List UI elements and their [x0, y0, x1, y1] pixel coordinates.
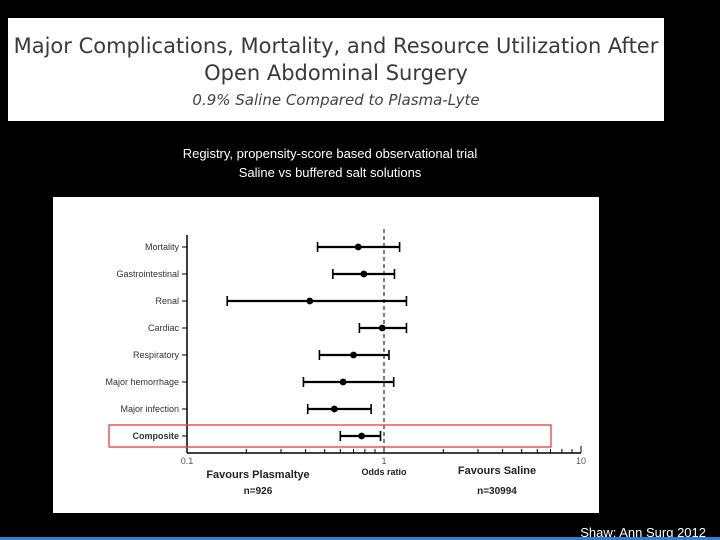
point-estimate: [354, 243, 362, 251]
favours-saline-label: Favours Saline: [458, 465, 536, 477]
x-tick-label: 0.1: [181, 456, 194, 466]
citation: Shaw: Ann Surg 2012: [580, 525, 706, 540]
category-label: Gastrointestinal: [116, 269, 179, 279]
subtitle: 0.9% Saline Compared to Plasma-Lyte: [192, 91, 480, 109]
point-estimate: [378, 324, 386, 332]
category-label: Major hemorrhage: [105, 377, 179, 387]
point-estimate: [360, 270, 368, 278]
x-tick-label: 1: [381, 456, 386, 466]
category-label: Composite: [132, 431, 179, 441]
title-line-1: Major Complications, Mortality, and Reso…: [13, 34, 659, 58]
description-line-1: Registry, propensity-score based observa…: [182, 146, 478, 161]
category-label: Major infection: [120, 404, 179, 414]
favours-plasmalyte-label: Favours Plasmaltye: [206, 469, 309, 481]
x-tick-label: 10: [576, 456, 586, 466]
point-estimate: [350, 351, 357, 359]
point-estimate: [306, 297, 314, 305]
category-label: Mortality: [145, 242, 180, 252]
forest-plot: 0.1 1 10 Mortality Gastrointestinal Renal Card…: [105, 229, 586, 497]
bottom-accent-bar: [0, 537, 720, 540]
chart-panel: 0.1 1 10 Mortality Gastrointestinal Renal Card…: [53, 197, 599, 513]
category-label: Cardiac: [148, 323, 180, 333]
point-estimate: [358, 432, 366, 440]
description-line-2: Saline vs buffered salt solutions: [238, 165, 422, 180]
title-box: Major Complications, Mortality, and Reso…: [8, 18, 664, 121]
x-axis-label: Odds ratio: [361, 467, 407, 477]
favours-plasmalyte-n: n=926: [244, 486, 273, 497]
composite-highlight-box: [108, 424, 552, 448]
category-label: Renal: [155, 296, 179, 306]
favours-saline-n: n=30994: [477, 486, 517, 497]
point-estimate: [330, 405, 338, 413]
point-estimate: [339, 378, 347, 386]
category-label: Respiratory: [133, 350, 180, 360]
title-line-2: Open Abdominal Surgery: [204, 61, 468, 85]
